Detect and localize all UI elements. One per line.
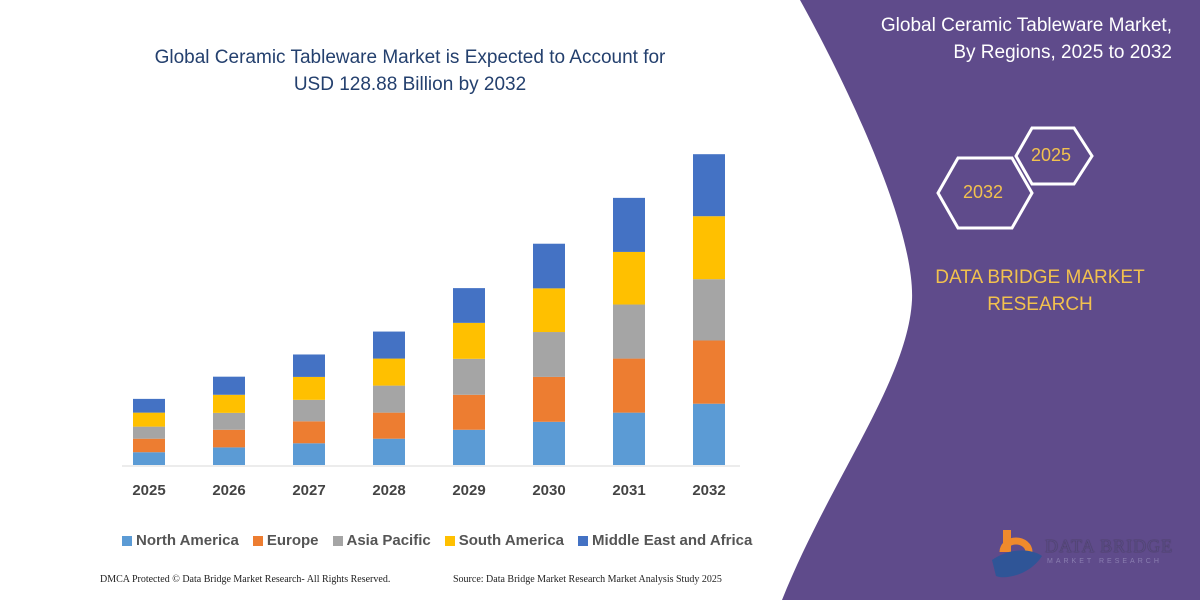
x-tick-label: 2030 — [532, 482, 565, 499]
bar-segment-2028-middle-east-and-africa — [373, 331, 405, 359]
bar-segment-2030-north-america — [533, 421, 565, 465]
brand-name: DATA BRIDGE MARKET RESEARCH — [920, 264, 1160, 318]
bar-segment-2030-asia-pacific — [533, 332, 565, 377]
legend-item: South America — [444, 532, 565, 549]
logo-text: DATA BRIDGE — [1045, 536, 1174, 556]
bar-segment-2028-asia-pacific — [373, 385, 405, 413]
bar-segment-2031-europe — [613, 358, 645, 413]
brand-line-2: RESEARCH — [987, 294, 1093, 315]
legend: North America Europe Asia Pacific South Ame… — [122, 532, 752, 549]
legend-swatch — [578, 535, 589, 546]
bar-segment-2031-north-america — [613, 412, 645, 465]
bar-segment-2026-asia-pacific — [213, 412, 245, 430]
bar-segment-2025-south-america — [133, 412, 165, 427]
bar-segment-2032-north-america — [693, 403, 725, 465]
logo-subtext: MARKET RESEARCH — [1047, 558, 1162, 565]
bar-segment-2032-europe — [693, 340, 725, 404]
legend-swatch — [444, 535, 455, 546]
bar-segment-2031-south-america — [613, 251, 645, 305]
hexagon-2032 — [936, 156, 1034, 230]
x-tick-label: 2025 — [132, 482, 165, 499]
legend-label: Middle East and Africa — [592, 532, 753, 549]
bar-segment-2032-south-america — [693, 216, 725, 280]
legend-label: South America — [458, 532, 565, 549]
x-tick-label: 2032 — [692, 482, 725, 499]
bar-segment-2027-north-america — [293, 443, 325, 465]
x-tick-label: 2027 — [292, 482, 325, 499]
bar-segment-2027-south-america — [293, 376, 325, 400]
legend-item: Europe — [252, 532, 319, 549]
side-title: Global Ceramic Tableware Market, By Regi… — [832, 12, 1172, 66]
legend-swatch — [252, 535, 263, 546]
side-title-line-2: By Regions, 2025 to 2032 — [953, 42, 1172, 63]
x-tick-label: 2029 — [452, 482, 485, 499]
bar-segment-2025-europe — [133, 438, 165, 453]
bar-segment-2026-middle-east-and-africa — [213, 376, 245, 395]
footer-copyright: DMCA Protected © Data Bridge Market Rese… — [100, 574, 391, 585]
bar-segment-2028-europe — [373, 412, 405, 439]
hex-label-start: 2025 — [1031, 145, 1072, 165]
side-title-line-1: Global Ceramic Tableware Market, — [880, 15, 1172, 36]
bar-segment-2032-middle-east-and-africa — [693, 154, 725, 217]
legend-label: Europe — [266, 532, 319, 549]
x-tick-labels: 2025 2026 2027 2028 2029 2030 2031 2032 — [132, 482, 725, 499]
x-tick-label: 2031 — [612, 482, 645, 499]
title-line-1: Global Ceramic Tableware Market is Expec… — [154, 47, 666, 68]
chart-title: Global Ceramic Tableware Market is Expec… — [110, 44, 710, 98]
logo-mark — [992, 530, 1042, 578]
legend-item: North America — [122, 532, 239, 549]
bar-segment-2027-europe — [293, 421, 325, 444]
hex-label-end: 2032 — [963, 182, 1004, 202]
legend-label: North America — [136, 532, 239, 549]
bar-segment-2025-asia-pacific — [133, 426, 165, 439]
hexagon-2025 — [1014, 126, 1094, 186]
bar-segment-2029-asia-pacific — [453, 358, 485, 395]
legend-swatch — [122, 535, 132, 546]
bar-segment-2025-middle-east-and-africa — [133, 398, 165, 413]
bar-segment-2028-north-america — [373, 438, 405, 465]
bar-segment-2031-middle-east-and-africa — [613, 197, 645, 252]
bar-segment-2026-europe — [213, 429, 245, 448]
bar-segment-2026-north-america — [213, 447, 245, 465]
bar-segment-2029-north-america — [453, 429, 485, 465]
title-line-2: USD 128.88 Billion by 2032 — [293, 74, 527, 95]
legend-swatch — [332, 535, 343, 546]
bar-segment-2026-south-america — [213, 394, 245, 413]
side-panel — [782, 0, 1200, 600]
bar-segment-2029-middle-east-and-africa — [453, 288, 485, 323]
bar-segment-2032-asia-pacific — [693, 279, 725, 341]
bar-segment-2031-asia-pacific — [613, 304, 645, 359]
bar-segment-2027-middle-east-and-africa — [293, 354, 325, 377]
bars — [133, 154, 725, 465]
bar-segment-2027-asia-pacific — [293, 399, 325, 422]
bar-segment-2028-south-america — [373, 358, 405, 386]
brand-line-1: DATA BRIDGE MARKET — [935, 267, 1145, 288]
x-tick-label: 2026 — [212, 482, 245, 499]
legend-label: Asia Pacific — [346, 532, 431, 549]
x-tick-label: 2028 — [372, 482, 405, 499]
legend-item: Middle East and Africa — [578, 532, 752, 549]
bar-segment-2030-europe — [533, 376, 565, 422]
legend-item: Asia Pacific — [332, 532, 431, 549]
bar-segment-2025-north-america — [133, 452, 165, 465]
footer-source: Source: Data Bridge Market Research Mark… — [453, 574, 722, 585]
bar-segment-2029-europe — [453, 394, 485, 430]
bar-segment-2030-middle-east-and-africa — [533, 243, 565, 289]
bar-segment-2030-south-america — [533, 288, 565, 333]
bar-segment-2029-south-america — [453, 322, 485, 359]
